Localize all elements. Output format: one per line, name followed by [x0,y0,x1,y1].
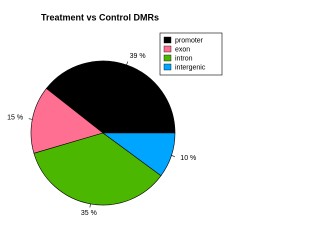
pie: 39 % 15 % 35 % 10 % [7,53,196,217]
data-label: 35 % [81,210,97,217]
pie-slice [45,60,176,134]
chart: Treatment vs Control DMRs 39 % 15 % 35 % 10… [7,12,223,217]
legend-label: intron [175,55,193,62]
label-tick [171,155,175,157]
pie-slice [33,132,162,206]
legend-label: exon [175,46,190,53]
data-label: 39 % [130,53,146,60]
legend-swatch [163,36,172,44]
legend-swatch [163,63,172,71]
label-tick [126,61,129,66]
legend-swatch [163,45,172,53]
legend-label: intergenic [175,64,206,71]
data-label: 10 % [180,155,196,162]
legend: promoter exon intron intergenic [159,32,223,76]
label-tick [28,118,33,120]
legend-swatch [163,54,172,62]
data-label: 15 % [7,114,23,121]
pie-slice [102,132,176,177]
legend-label: promoter [175,37,204,44]
label-tick [89,203,91,208]
chart-title: Treatment vs Control DMRs [41,12,159,22]
